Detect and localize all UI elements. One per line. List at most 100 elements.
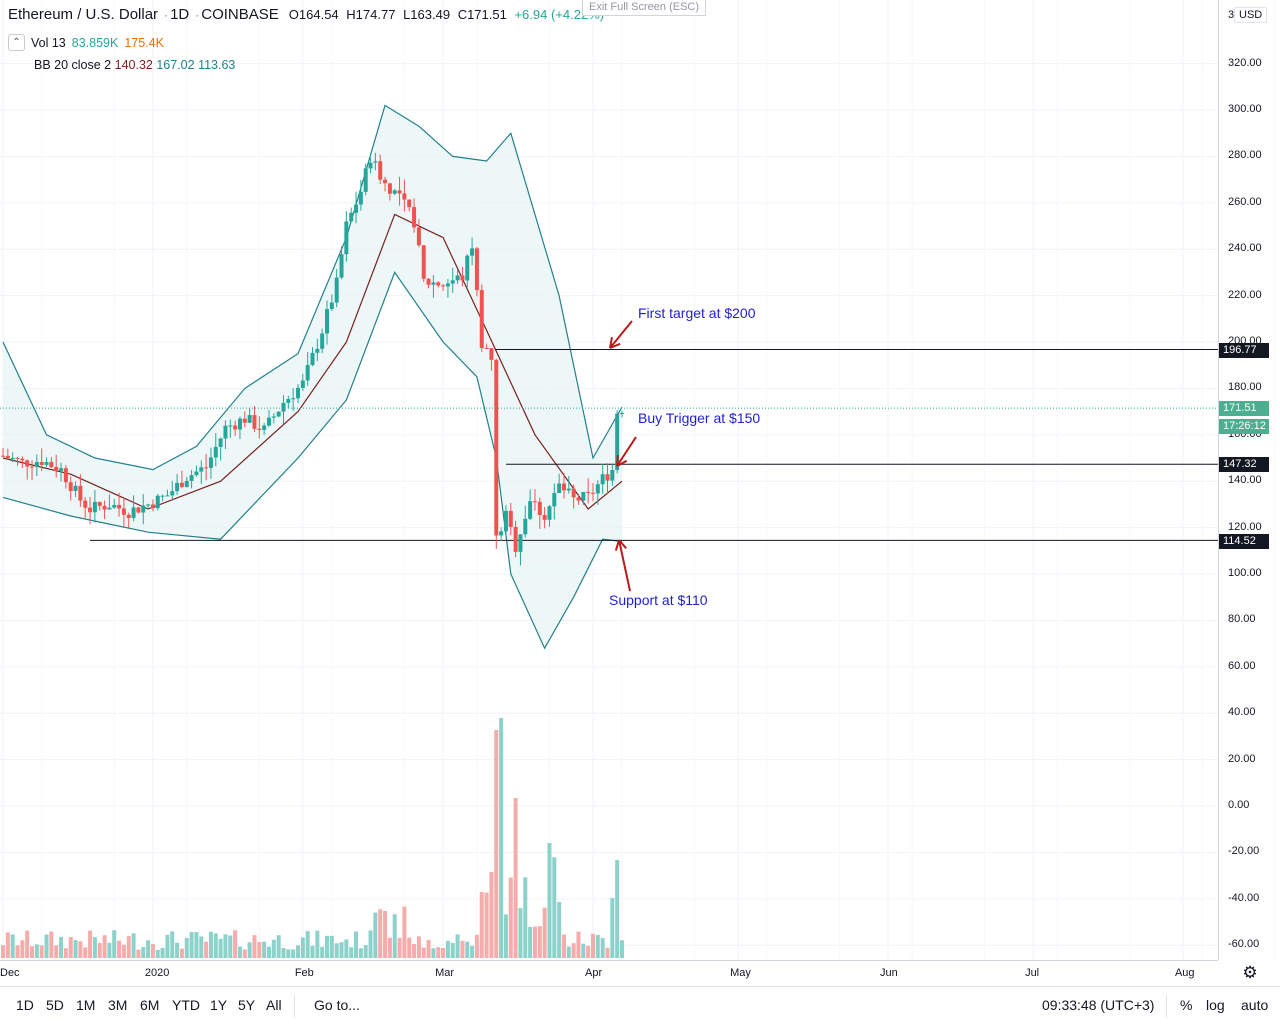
- candle-body: [397, 190, 402, 194]
- support-arrow-head: [614, 539, 627, 551]
- range-button-ytd[interactable]: YTD: [172, 997, 200, 1013]
- exit-fullscreen-button[interactable]: Exit Full Screen (ESC): [582, 0, 706, 16]
- range-button-all[interactable]: All: [266, 997, 282, 1013]
- collapse-legend-icon[interactable]: ⌃: [8, 34, 25, 51]
- volume-bar: [20, 940, 25, 958]
- volume-bar: [25, 930, 30, 958]
- buy-trigger-arrow: [616, 436, 637, 467]
- time-axis-label: Jun: [879, 967, 898, 979]
- volume-indicator-name[interactable]: Vol 13: [31, 35, 66, 50]
- candle-body: [499, 531, 504, 536]
- candle-body: [73, 485, 78, 491]
- percent-toggle[interactable]: %: [1180, 997, 1193, 1013]
- volume-bar: [532, 926, 537, 958]
- volume-bar: [247, 942, 252, 958]
- range-button-1m[interactable]: 1M: [76, 997, 96, 1013]
- volume-bar: [542, 907, 547, 958]
- volume-bar: [561, 934, 566, 958]
- support-annotation[interactable]: Support at $110: [609, 592, 708, 608]
- candle-body: [600, 474, 605, 485]
- time-axis[interactable]: [0, 960, 1218, 987]
- candle-body: [315, 348, 320, 353]
- price-axis-label: -20.00: [1228, 845, 1260, 858]
- volume-bar: [218, 938, 223, 958]
- candle-body: [237, 418, 242, 430]
- candle-body: [92, 501, 97, 513]
- volume-bar: [150, 944, 155, 958]
- volume-bar: [237, 946, 242, 958]
- candle-body: [595, 484, 600, 494]
- volume-bar: [363, 945, 368, 958]
- log-toggle[interactable]: log: [1206, 997, 1225, 1013]
- candle-body: [620, 412, 625, 414]
- volume-bar: [566, 946, 571, 958]
- volume-bar: [479, 891, 484, 958]
- volume-bar: [126, 936, 131, 958]
- volume-bar: [194, 932, 199, 958]
- volume-bar: [121, 944, 126, 958]
- goto-button[interactable]: Go to...: [314, 997, 360, 1013]
- candle-body: [117, 504, 122, 509]
- buy-trigger-annotation[interactable]: Buy Trigger at $150: [638, 410, 761, 426]
- volume-bar: [34, 944, 39, 958]
- volume-bar: [30, 946, 35, 958]
- settings-gear-icon[interactable]: ⚙: [1242, 963, 1258, 982]
- bb-indicator-name[interactable]: BB 20 close 2: [34, 58, 112, 72]
- volume-bar: [160, 947, 165, 958]
- volume-bar: [450, 942, 455, 958]
- candle-body: [561, 483, 566, 491]
- candle-body: [450, 280, 455, 284]
- candle-body: [378, 161, 383, 180]
- volume-bar: [155, 949, 160, 958]
- volume-bar: [320, 946, 325, 958]
- candle-body: [474, 248, 479, 291]
- volume-bar: [392, 914, 397, 958]
- candle-body: [518, 534, 523, 552]
- candle-body: [30, 466, 35, 468]
- volume-bar: [242, 949, 247, 958]
- candle-body: [136, 507, 141, 513]
- candle-body: [566, 488, 571, 491]
- volume-bar: [523, 877, 528, 958]
- range-button-1y[interactable]: 1Y: [210, 997, 228, 1013]
- candle-body: [542, 515, 547, 520]
- candle-body: [310, 352, 315, 366]
- volume-bar: [470, 945, 475, 958]
- range-button-1d[interactable]: 1D: [16, 997, 34, 1013]
- exchange-label: COINBASE: [201, 6, 279, 23]
- candle-body: [537, 501, 542, 516]
- candle-body: [213, 446, 218, 458]
- candle-body: [532, 501, 537, 503]
- candle-body: [465, 255, 470, 281]
- first-target-annotation[interactable]: First target at $200: [638, 305, 756, 321]
- candle-body: [1, 455, 5, 457]
- auto-toggle[interactable]: auto: [1241, 997, 1269, 1013]
- candle-body: [150, 504, 155, 509]
- candle-body: [49, 461, 54, 468]
- volume-bar: [494, 730, 499, 958]
- range-button-5y[interactable]: 5Y: [238, 997, 256, 1013]
- candle-body: [189, 475, 194, 481]
- candle-body: [436, 282, 441, 286]
- candle-body: [416, 227, 421, 246]
- candle-body: [547, 506, 552, 520]
- candle-body: [233, 425, 238, 430]
- candle-body: [344, 221, 349, 255]
- candle-body: [402, 193, 407, 200]
- price-scale[interactable]: [1218, 0, 1280, 960]
- clock[interactable]: 09:33:48 (UTC+3): [1042, 997, 1155, 1013]
- price-label-top: 3: [1228, 9, 1235, 21]
- volume-bar: [620, 940, 625, 958]
- currency-button[interactable]: USD: [1234, 7, 1268, 23]
- candle-body: [320, 333, 325, 349]
- candle-body: [68, 482, 73, 491]
- range-button-3m[interactable]: 3M: [108, 997, 128, 1013]
- volume-bar: [83, 947, 88, 958]
- range-button-5d[interactable]: 5D: [46, 997, 64, 1013]
- time-axis-label: 2020: [144, 967, 170, 979]
- range-button-6m[interactable]: 6M: [140, 997, 160, 1013]
- volume-bar: [349, 947, 354, 958]
- candle-body: [610, 470, 615, 481]
- volume-bar: [460, 940, 465, 958]
